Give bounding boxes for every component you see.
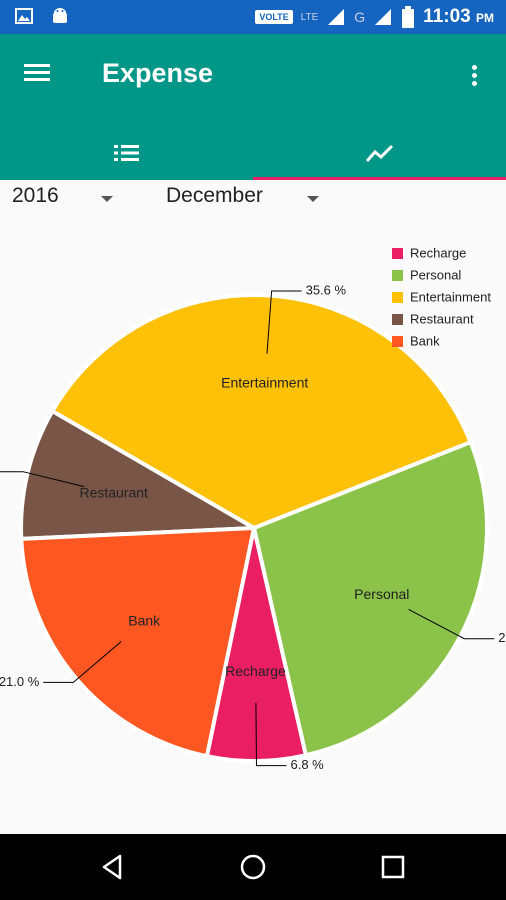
app-bar: Expense <box>0 34 506 180</box>
legend-label: Restaurant <box>410 311 474 326</box>
legend-label: Personal <box>410 267 461 282</box>
volte-badge: VOLTE <box>255 10 293 24</box>
callout-line <box>255 702 287 767</box>
legend-swatch <box>392 314 403 325</box>
status-bar: VOLTE LTE G 11:03 PM <box>0 0 506 34</box>
percent-label-personal: 27.4 % <box>498 630 506 645</box>
network-type: G <box>354 9 366 25</box>
back-icon[interactable] <box>98 852 128 882</box>
signal-icon <box>328 9 345 25</box>
slice-label-bank: Bank <box>128 613 161 629</box>
legend-swatch <box>392 270 403 281</box>
month-value: December <box>166 184 263 207</box>
list-icon <box>113 145 139 161</box>
slice-label-personal: Personal <box>354 586 409 602</box>
callout-line <box>43 641 122 683</box>
chevron-down-icon <box>307 196 319 202</box>
android-notification-icon <box>53 8 67 23</box>
percent-label-recharge: 6.8 % <box>291 757 325 772</box>
trending-chart-icon <box>365 144 393 162</box>
filter-row: 2016 December <box>0 180 506 220</box>
legend-label: Bank <box>410 333 440 348</box>
legend-label: Entertainment <box>410 289 491 304</box>
legend-label: Recharge <box>410 245 466 260</box>
slice-label-entertainment: Entertainment <box>221 375 308 391</box>
chevron-down-icon <box>101 196 113 202</box>
slice-label-recharge: Recharge <box>225 663 286 679</box>
legend-swatch <box>392 292 403 303</box>
tab-indicator <box>253 177 506 180</box>
menu-button[interactable] <box>24 60 54 90</box>
year-dropdown[interactable]: 2016 <box>12 184 122 208</box>
legend-swatch <box>392 248 403 259</box>
year-value: 2016 <box>12 184 59 207</box>
percent-label-bank: 21.0 % <box>0 674 40 689</box>
home-icon[interactable] <box>238 852 268 882</box>
legend-swatch <box>392 336 403 347</box>
callout-line <box>0 471 85 488</box>
battery-icon <box>402 6 415 28</box>
month-dropdown[interactable]: December <box>166 184 326 208</box>
lte-indicator: LTE <box>300 11 319 23</box>
more-options-button[interactable] <box>464 60 484 90</box>
gallery-notification-icon <box>15 8 33 24</box>
signal-2-icon <box>375 9 392 25</box>
percent-label-entertainment: 35.6 % <box>306 282 347 297</box>
recents-icon[interactable] <box>378 852 408 882</box>
slice-label-restaurant: Restaurant <box>79 484 148 500</box>
callout-line <box>408 608 495 640</box>
clock: 11:03 PM <box>423 6 494 27</box>
callout-line <box>266 290 302 354</box>
chart-legend: Recharge Personal Entertainment Restaurant B… <box>392 245 491 348</box>
navigation-bar <box>0 834 506 900</box>
app-title: Expense <box>102 58 214 88</box>
tab-chart[interactable] <box>253 126 506 180</box>
tab-list[interactable] <box>0 126 253 180</box>
